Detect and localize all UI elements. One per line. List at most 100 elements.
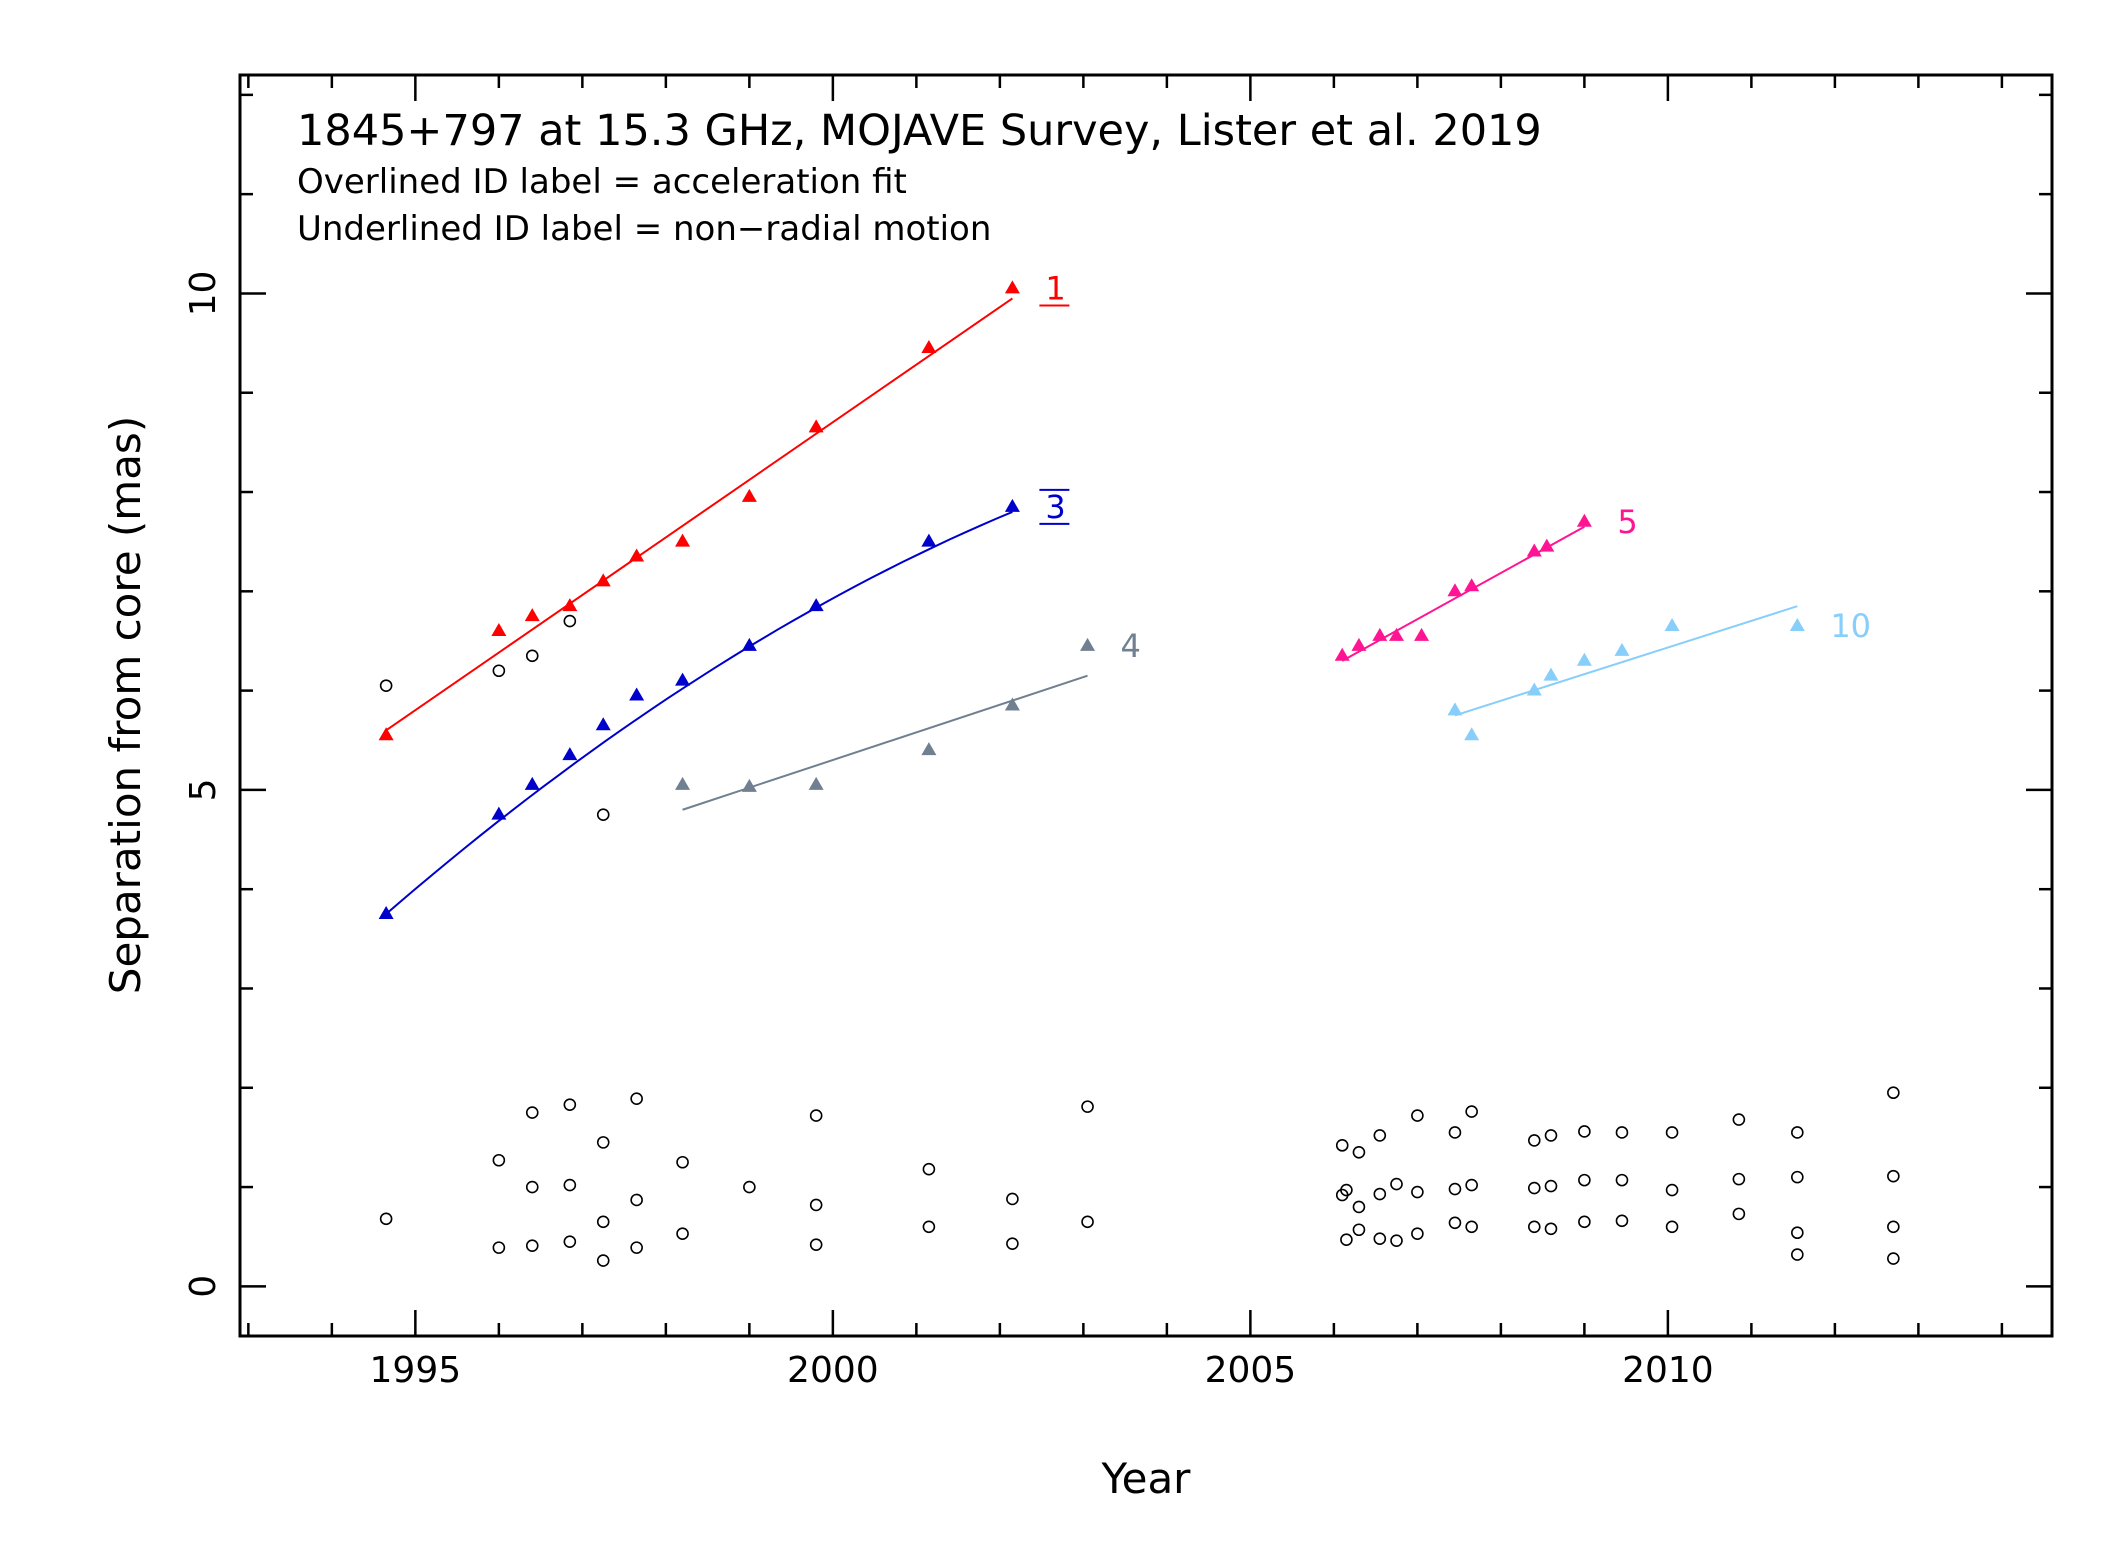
component-3-label: 3 (1045, 488, 1065, 526)
component-3-point (524, 776, 540, 790)
component-5-point (1447, 583, 1463, 597)
component-10-point (1576, 652, 1592, 666)
component-5-point (1389, 627, 1405, 641)
core-component-point (1081, 1100, 1094, 1113)
core-component-point (1887, 1086, 1900, 1100)
component-4-label: 4 (1121, 627, 1141, 665)
core-component-point (596, 1254, 610, 1267)
component-10-label: 10 (1830, 607, 1871, 645)
core-component-point (1340, 1183, 1353, 1197)
core-component-point (1006, 1192, 1019, 1206)
core-component-point (1544, 1129, 1558, 1142)
core-component-point (1791, 1170, 1804, 1184)
core-component-point (563, 1235, 577, 1248)
x-tick-label: 1995 (370, 1350, 462, 1391)
component-3-point (1004, 498, 1020, 512)
component-3-point (921, 533, 937, 547)
core-component-point (1791, 1248, 1804, 1261)
component-1-point (1004, 280, 1020, 294)
core-component-point (743, 1180, 756, 1194)
component-5-point (1334, 647, 1350, 661)
core-component-point (563, 1098, 577, 1111)
core-component-point (1081, 1215, 1094, 1229)
core-component-point (630, 1092, 643, 1105)
core-component-point (1615, 1214, 1629, 1228)
component-4-point (808, 776, 824, 790)
component-1-point (921, 339, 937, 353)
core-component-point (1335, 1139, 1349, 1152)
component-3-point (629, 687, 645, 701)
x-axis-label: Year (1101, 1454, 1192, 1503)
component-5-point (1351, 637, 1367, 651)
core-component-point (1352, 1146, 1366, 1159)
core-component-point (809, 1198, 823, 1212)
core-component-point (1411, 1227, 1424, 1241)
data-markers (378, 280, 1900, 1267)
y-tick-label: 5 (183, 778, 224, 801)
component-10-point (1447, 702, 1463, 716)
core-component-point (1578, 1125, 1591, 1138)
core-component-point (492, 1153, 506, 1167)
component-5-point (1539, 538, 1555, 552)
core-component-point (1615, 1173, 1629, 1187)
core-component-point (1448, 1216, 1462, 1230)
core-component-point (809, 1238, 823, 1251)
core-component-point (630, 1241, 643, 1254)
core-component-point (1448, 1182, 1462, 1196)
x-tick-label: 2010 (1622, 1350, 1714, 1391)
core-component-point (525, 649, 539, 663)
component-5-point (1526, 543, 1542, 557)
core-component-point (1373, 1232, 1387, 1245)
component-5-point (1414, 627, 1430, 641)
core-component-point (1732, 1207, 1746, 1221)
component-10-point (1464, 727, 1480, 741)
core-component-point (525, 1106, 539, 1119)
note-non-radial-motion: Underlined ID label = non−radial motion (297, 209, 991, 249)
core-component-point (1887, 1220, 1900, 1234)
chart-title: 1845+797 at 15.3 GHz, MOJAVE Survey, Lis… (297, 106, 1542, 156)
core-component-point (492, 664, 506, 678)
note-acceleration-fit: Overlined ID label = acceleration fit (297, 162, 907, 202)
x-tick-label: 2000 (787, 1350, 879, 1391)
core-component-point (1390, 1177, 1403, 1191)
fit-lines (385, 297, 1798, 915)
core-component-point (1578, 1173, 1591, 1187)
core-component-point (525, 1239, 539, 1252)
core-component-point (1465, 1220, 1478, 1234)
core-component-point (1791, 1226, 1804, 1240)
core-component-point (596, 808, 610, 822)
component-5-point (1576, 513, 1592, 527)
component-10-point (1526, 682, 1542, 696)
component-3-point (491, 806, 507, 820)
core-component-point (1373, 1129, 1387, 1142)
core-component-point (630, 1193, 643, 1207)
core-component-point (379, 1212, 393, 1226)
core-component-point (596, 1136, 610, 1149)
core-component-point (1411, 1185, 1424, 1199)
component-10-point (1664, 618, 1680, 632)
component-10-point (1543, 667, 1559, 681)
component-3-point (741, 637, 757, 651)
core-component-point (1887, 1252, 1900, 1265)
core-component-point (809, 1109, 823, 1122)
component-5-point (1464, 578, 1480, 592)
core-component-point (1544, 1222, 1558, 1236)
core-component-point (922, 1220, 936, 1234)
component-1-point (675, 533, 691, 547)
core-component-point (1352, 1200, 1366, 1214)
core-component-point (1578, 1215, 1591, 1229)
component-3-point (378, 905, 394, 919)
core-component-point (1373, 1187, 1387, 1201)
component-10-point (1789, 618, 1805, 632)
core-component-point (1544, 1179, 1558, 1193)
fit-line-1 (385, 297, 1013, 732)
component-4-point (741, 778, 757, 792)
axis-ticks (240, 75, 2052, 1336)
core-component-point (1665, 1220, 1679, 1234)
component-3-point (675, 672, 691, 686)
core-component-point (1527, 1134, 1541, 1147)
series-labels: 1 3 4 5 10 (1039, 269, 1871, 665)
core-component-point (596, 1215, 610, 1229)
core-component-point (676, 1155, 689, 1169)
